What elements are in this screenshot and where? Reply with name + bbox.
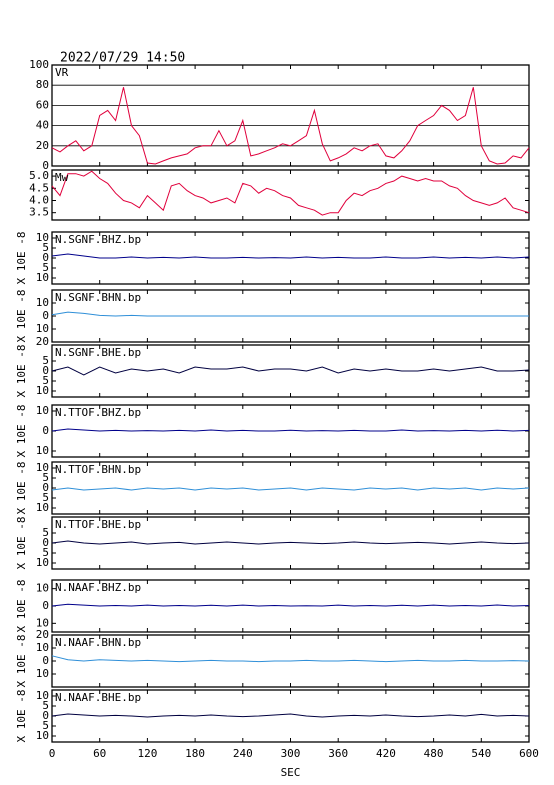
y-tick-label: 20 <box>36 139 49 152</box>
panel-label: VR <box>55 66 69 79</box>
y-axis-label: X 10E -8 <box>15 232 28 285</box>
series-line <box>51 603 530 607</box>
y-tick-label: 10 <box>36 231 49 244</box>
y-tick-label: 10 <box>36 296 49 309</box>
series-line <box>51 366 530 376</box>
series-line <box>51 253 530 259</box>
y-tick-label: 5 <box>42 261 49 274</box>
x-tick-label: 600 <box>519 747 539 760</box>
x-tick-label: 420 <box>376 747 396 760</box>
y-tick-label: 0 <box>42 536 49 549</box>
y-tick-label: 10 <box>36 461 49 474</box>
y-tick-label: 0 <box>42 709 49 722</box>
x-tick-label: 360 <box>328 747 348 760</box>
x-tick-label: 480 <box>424 747 444 760</box>
y-axis-label: X 10E -8 <box>15 580 28 633</box>
y-tick-label: 10 <box>36 404 49 417</box>
panel-label: N.SGNF.BHN.bp <box>55 291 141 304</box>
y-tick-label: 4.0 <box>29 193 49 206</box>
x-tick-label: 240 <box>233 747 253 760</box>
y-tick-label: 10 <box>36 729 49 742</box>
x-tick-label: 540 <box>471 747 491 760</box>
y-axis-label: X 10E -8 <box>15 635 28 688</box>
panel-frame <box>51 169 530 221</box>
y-tick-label: 5 <box>42 354 49 367</box>
panel-label: N.TTOF.BHN.bp <box>55 463 141 476</box>
y-tick-label: 20 <box>36 628 49 641</box>
y-tick-label: 5.0 <box>29 169 49 182</box>
series-line <box>51 87 530 165</box>
y-tick-label: 40 <box>36 119 49 132</box>
panel-label: N.NAAF.BHE.bp <box>55 691 141 704</box>
y-tick-label: 20 <box>36 335 49 348</box>
y-tick-label: 5 <box>42 491 49 504</box>
y-tick-label: 5 <box>42 374 49 387</box>
y-tick-label: 0 <box>42 309 49 322</box>
y-tick-label: 10 <box>36 689 49 702</box>
y-tick-label: 5 <box>42 471 49 484</box>
y-tick-label: 10 <box>36 582 49 595</box>
y-tick-label: 4.5 <box>29 181 49 194</box>
y-tick-label: 5 <box>42 526 49 539</box>
y-axis-label: X 10E -8 <box>15 690 28 743</box>
y-tick-label: 0 <box>42 159 49 172</box>
y-tick-label: 5 <box>42 719 49 732</box>
y-tick-label: 10 <box>36 444 49 457</box>
x-tick-label: 120 <box>137 747 157 760</box>
x-axis-label: SEC <box>281 766 301 779</box>
y-tick-label: 5 <box>42 241 49 254</box>
panel-frame <box>51 64 530 167</box>
y-tick-label: 0 <box>42 251 49 264</box>
y-axis-label: X 10E -8 <box>15 290 28 343</box>
y-tick-label: 10 <box>36 271 49 284</box>
series-line <box>51 311 529 317</box>
series-line <box>51 655 530 663</box>
y-tick-label: 10 <box>36 641 49 654</box>
y-tick-label: 0 <box>42 364 49 377</box>
y-tick-label: 10 <box>36 322 49 335</box>
y-tick-label: 100 <box>29 58 49 71</box>
y-axis-label: X 10E -8 <box>15 462 28 515</box>
y-tick-label: 80 <box>36 78 49 91</box>
y-tick-label: 3.5 <box>29 206 49 219</box>
y-tick-label: 5 <box>42 699 49 712</box>
y-tick-label: 60 <box>36 98 49 111</box>
series-line <box>51 170 530 216</box>
y-tick-label: 0 <box>42 481 49 494</box>
y-tick-label: 10 <box>36 616 49 629</box>
y-tick-label: 0 <box>42 424 49 437</box>
panel-label: N.SGNF.BHZ.bp <box>55 233 141 246</box>
y-axis-label: X 10E -8 <box>15 345 28 398</box>
y-tick-label: 5 <box>42 546 49 559</box>
panel-label: N.TTOF.BHZ.bp <box>55 406 141 419</box>
series-line <box>51 540 530 545</box>
x-tick-label: 180 <box>185 747 205 760</box>
x-tick-label: 60 <box>93 747 106 760</box>
y-tick-label: 10 <box>36 384 49 397</box>
series-line <box>51 487 530 491</box>
y-tick-label: 10 <box>36 501 49 514</box>
x-tick-label: 0 <box>49 747 56 760</box>
panel-label: N.SGNF.BHE.bp <box>55 346 141 359</box>
series-line <box>51 428 530 432</box>
y-tick-label: 10 <box>36 667 49 680</box>
x-tick-label: 300 <box>281 747 301 760</box>
y-axis-label: X 10E -8 <box>15 517 28 570</box>
y-tick-label: 0 <box>42 654 49 667</box>
panel-label: N.TTOF.BHE.bp <box>55 518 141 531</box>
y-tick-label: 10 <box>36 556 49 569</box>
panel-label: N.NAAF.BHZ.bp <box>55 581 141 594</box>
panel-label: N.NAAF.BHN.bp <box>55 636 141 649</box>
y-tick-label: 0 <box>42 599 49 612</box>
series-line <box>51 713 530 718</box>
timestamp: 2022/07/29 14:50 <box>60 51 185 66</box>
y-axis-label: X 10E -8 <box>15 405 28 458</box>
panel-label: Mw <box>55 171 69 184</box>
